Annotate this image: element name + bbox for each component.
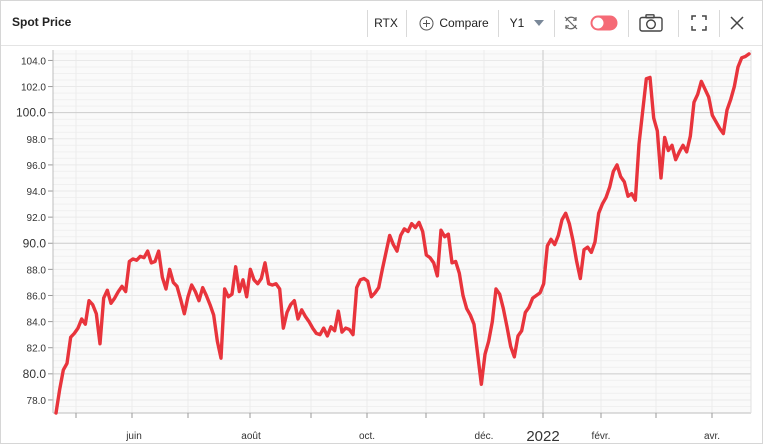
y-tick-label: 104.0 [21, 56, 46, 67]
y-tick-label: 82.0 [27, 344, 47, 355]
series-line [54, 52, 751, 415]
toolbar-divider [554, 10, 555, 37]
x-tick-label: oct. [359, 431, 375, 442]
x-tick-label: févr. [592, 431, 611, 442]
y-tick-label: 94.0 [27, 187, 47, 198]
refresh-icon[interactable] [561, 9, 581, 37]
toolbar-divider [367, 10, 368, 37]
y-tick-label: 100.0 [16, 106, 46, 120]
y-tick-label: 78.0 [27, 396, 47, 407]
compare-button[interactable]: Compare [416, 9, 492, 37]
chart-area: 78.0 80.0 82.0 84.0 86.0 88.0 90.0 92.0 94.0 96.0… [1, 46, 762, 448]
toolbar-divider [678, 10, 679, 37]
fullscreen-icon[interactable] [689, 9, 709, 37]
y-tick-label: 84.0 [27, 318, 47, 329]
y-tick-label: 96.0 [27, 161, 47, 172]
add-circle-icon [419, 16, 434, 31]
camera-icon[interactable] [638, 9, 664, 37]
period-value: Y1 [509, 16, 525, 30]
x-tick-label: avr. [704, 431, 720, 442]
toolbar-divider [719, 10, 720, 37]
y-tick-label: 90.0 [23, 236, 47, 250]
x-tick-label: juin [125, 431, 142, 442]
widget-title: Spot Price [12, 15, 72, 29]
y-tick-label: 88.0 [27, 265, 47, 276]
close-icon[interactable] [727, 9, 747, 37]
line-chart: 78.0 80.0 82.0 84.0 86.0 88.0 90.0 92.0 94.0 96.0… [16, 50, 752, 445]
toolbar-divider [628, 10, 629, 37]
y-tick-label: 86.0 [27, 291, 47, 302]
y-tick-label: 92.0 [27, 213, 47, 224]
ticker-button[interactable]: RTX [374, 16, 398, 30]
widget-header: Spot Price RTX Compare Y1 [1, 1, 762, 46]
toggle-switch[interactable] [589, 9, 619, 37]
x-tick-label: août [241, 431, 261, 442]
x-tick-label: 2022 [526, 428, 559, 443]
period-dropdown[interactable]: Y1 [506, 9, 548, 37]
toolbar-divider [498, 10, 499, 37]
chevron-down-icon [534, 20, 545, 26]
y-tick-label: 98.0 [27, 135, 47, 146]
y-tick-label: 102.0 [21, 83, 46, 94]
x-tick-label: déc. [475, 431, 494, 442]
compare-label: Compare [439, 16, 489, 30]
toolbar-divider [406, 10, 407, 37]
y-tick-label: 80.0 [23, 367, 47, 381]
